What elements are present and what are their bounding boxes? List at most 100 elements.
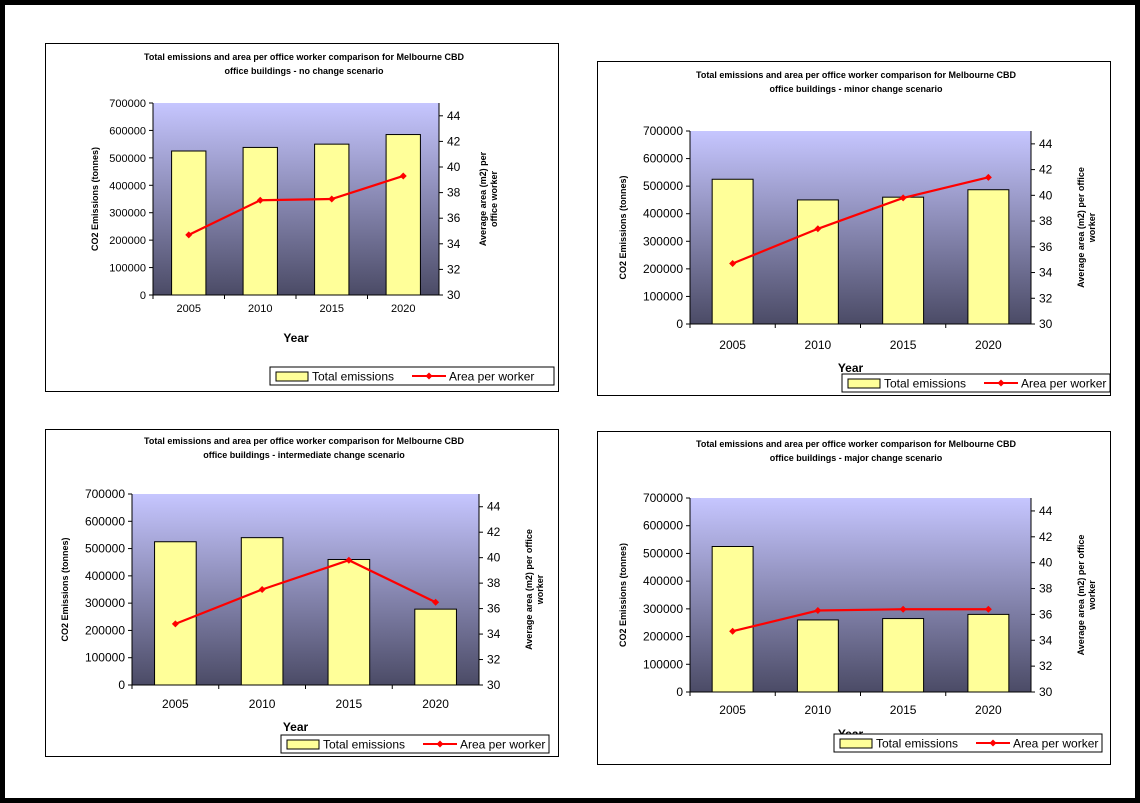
y2-tick-label: 44 bbox=[1039, 504, 1053, 518]
legend-box bbox=[841, 373, 1110, 393]
y-tick-label: 100000 bbox=[643, 289, 683, 303]
x-tick-label: 2015 bbox=[320, 303, 344, 315]
y2-tick-label: 32 bbox=[1039, 659, 1053, 673]
x-tick-label: 2005 bbox=[719, 338, 746, 352]
chart-panel-no-change: Total emissions and area per office work… bbox=[45, 43, 559, 392]
bar-total-emissions bbox=[967, 189, 1010, 325]
y2-axis-label: Average area (m2) per office worker bbox=[478, 151, 499, 246]
line-area-per-worker bbox=[174, 559, 437, 625]
y-axis-label: CO2 Emissions (tonnes) bbox=[618, 175, 628, 279]
legend-label-area-per-worker: Area per worker bbox=[449, 370, 534, 384]
y-tick-label: 0 bbox=[676, 685, 683, 699]
y-tick-label: 200000 bbox=[643, 262, 683, 276]
legend-box bbox=[833, 733, 1103, 753]
x-tick-label: 2020 bbox=[391, 303, 415, 315]
legend: Total emissions Area per worker bbox=[841, 373, 1110, 393]
y2-axis-label-line: Average area (m2) per bbox=[478, 151, 488, 246]
line-area-per-worker bbox=[732, 608, 989, 633]
y2-axis-label: Average area (m2) per office worker bbox=[524, 529, 545, 650]
legend-label-total-emissions: Total emissions bbox=[312, 370, 394, 384]
x-tick-label: 2020 bbox=[975, 338, 1002, 352]
y2-tick-label: 42 bbox=[447, 134, 461, 148]
y-axis-label: CO2 Emissions (tonnes) bbox=[60, 537, 70, 641]
point-area-per-worker bbox=[258, 586, 266, 593]
point-area-per-worker bbox=[984, 173, 992, 181]
legend-label-total-emissions: Total emissions bbox=[884, 377, 966, 391]
y2-tick-label: 34 bbox=[1039, 266, 1053, 280]
y2-axis-label-line: Average area (m2) per office bbox=[524, 529, 534, 650]
y2-tick-label: 32 bbox=[487, 653, 501, 667]
legend-swatch-total-emissions bbox=[847, 378, 881, 389]
y-tick-label: 600000 bbox=[643, 152, 683, 166]
point-area-per-worker bbox=[984, 605, 992, 613]
x-axis-label: Year bbox=[283, 331, 309, 345]
y2-tick-label: 36 bbox=[447, 211, 461, 225]
bar-total-emissions bbox=[240, 537, 284, 686]
x-axis-label: Year bbox=[838, 361, 864, 375]
y2-tick-label: 32 bbox=[1039, 291, 1053, 305]
x-tick-label: 2020 bbox=[975, 703, 1002, 717]
y2-tick-label: 32 bbox=[447, 262, 461, 276]
y2-tick-label: 34 bbox=[447, 237, 461, 251]
y-tick-label: 500000 bbox=[643, 179, 683, 193]
y2-axis-label-line: Average area (m2) per office bbox=[1076, 535, 1086, 656]
x-tick-label: 2020 bbox=[422, 697, 449, 711]
legend-label-area-per-worker: Area per worker bbox=[1013, 737, 1098, 751]
y-tick-label: 300000 bbox=[85, 596, 125, 610]
bar-total-emissions bbox=[796, 619, 839, 693]
chart-title-line: office buildings - no change scenario bbox=[224, 66, 384, 76]
legend-label-area-per-worker: Area per worker bbox=[1021, 377, 1106, 391]
y2-tick-label: 40 bbox=[487, 551, 501, 565]
point-area-per-worker bbox=[328, 195, 336, 203]
bar-total-emissions bbox=[711, 178, 754, 325]
y-axis-label: CO2 Emissions (tonnes) bbox=[90, 147, 100, 251]
x-tick-label: 2015 bbox=[336, 697, 363, 711]
y2-tick-label: 38 bbox=[487, 576, 501, 590]
y-tick-label: 500000 bbox=[109, 153, 146, 165]
y2-tick-label: 30 bbox=[1039, 317, 1053, 331]
chart-title-line: office buildings - major change scenario bbox=[770, 453, 943, 463]
x-tick-label: 2005 bbox=[719, 703, 746, 717]
legend-swatch-total-emissions bbox=[839, 738, 873, 749]
y-tick-label: 300000 bbox=[643, 234, 683, 248]
point-area-per-worker bbox=[171, 620, 179, 628]
y2-axis-label-line: worker bbox=[535, 574, 545, 605]
y-tick-label: 100000 bbox=[85, 651, 125, 665]
y2-tick-label: 30 bbox=[1039, 685, 1053, 699]
y-tick-label: 300000 bbox=[643, 602, 683, 616]
bar-total-emissions bbox=[327, 558, 371, 686]
y2-axis-label-line: worker bbox=[1087, 212, 1097, 243]
point-area-per-worker bbox=[345, 556, 353, 564]
legend-marker-area-per-worker bbox=[425, 372, 433, 380]
y-tick-label: 600000 bbox=[643, 519, 683, 533]
point-area-per-worker bbox=[399, 172, 407, 180]
bar-total-emissions bbox=[796, 199, 839, 325]
y-tick-label: 0 bbox=[140, 290, 146, 302]
y-tick-label: 300000 bbox=[109, 208, 146, 220]
point-area-per-worker bbox=[729, 260, 737, 268]
y-tick-label: 700000 bbox=[643, 124, 683, 138]
y-tick-label: 200000 bbox=[85, 623, 125, 637]
bar-total-emissions bbox=[171, 150, 207, 296]
y2-tick-label: 38 bbox=[447, 186, 461, 200]
chart-title-line: office buildings - intermediate change s… bbox=[203, 450, 405, 460]
legend-swatch-total-emissions bbox=[286, 739, 320, 750]
y2-tick-label: 44 bbox=[1039, 137, 1053, 151]
legend-label-total-emissions: Total emissions bbox=[323, 738, 405, 752]
y-axis-label: CO2 Emissions (tonnes) bbox=[618, 543, 628, 647]
chart-major-change: Total emissions and area per office work… bbox=[618, 439, 1103, 753]
legend-marker-area-per-worker bbox=[997, 379, 1005, 387]
point-area-per-worker bbox=[256, 196, 264, 204]
y-tick-label: 400000 bbox=[109, 180, 146, 192]
x-tick-label: 2010 bbox=[805, 703, 832, 717]
y2-tick-label: 42 bbox=[1039, 530, 1053, 544]
bar-total-emissions bbox=[882, 618, 925, 693]
chart-minor-change: Total emissions and area per office work… bbox=[618, 70, 1110, 393]
line-area-per-worker bbox=[732, 176, 989, 265]
y-tick-label: 700000 bbox=[643, 491, 683, 505]
y2-axis-label: Average area (m2) per office worker bbox=[1076, 535, 1097, 656]
chart-title-line: office buildings - minor change scenario bbox=[769, 84, 943, 94]
y2-tick-label: 42 bbox=[1039, 163, 1053, 177]
y-tick-label: 400000 bbox=[643, 574, 683, 588]
y2-tick-label: 36 bbox=[1039, 607, 1053, 621]
